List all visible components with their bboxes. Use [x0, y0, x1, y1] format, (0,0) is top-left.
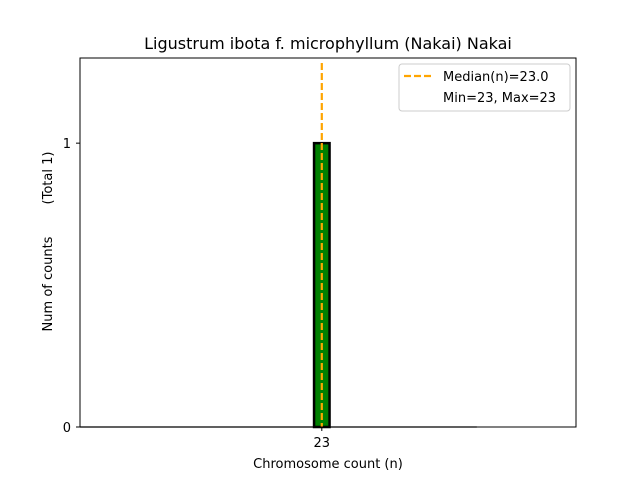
y-axis-total-note: (Total 1): [41, 152, 56, 205]
legend-range-label: Min=23, Max=23: [443, 91, 556, 106]
y-tick-label: 0: [63, 421, 71, 436]
legend: Median(n)=23.0 Min=23, Max=23: [398, 63, 571, 112]
legend-box: [398, 63, 571, 112]
y-tick-label: 1: [63, 137, 71, 152]
axes-frame: [79, 57, 577, 428]
chart-title: Ligustrum ibota f. microphyllum (Nakai) …: [144, 34, 512, 53]
x-tick-label: 23: [314, 436, 331, 451]
y-axis-ticks: 01: [63, 137, 80, 436]
legend-median-label: Median(n)=23.0: [443, 70, 549, 85]
x-axis-ticks: 23: [314, 427, 331, 451]
y-axis-label: Num of counts: [41, 236, 56, 331]
x-axis-label: Chromosome count (n): [253, 457, 403, 472]
